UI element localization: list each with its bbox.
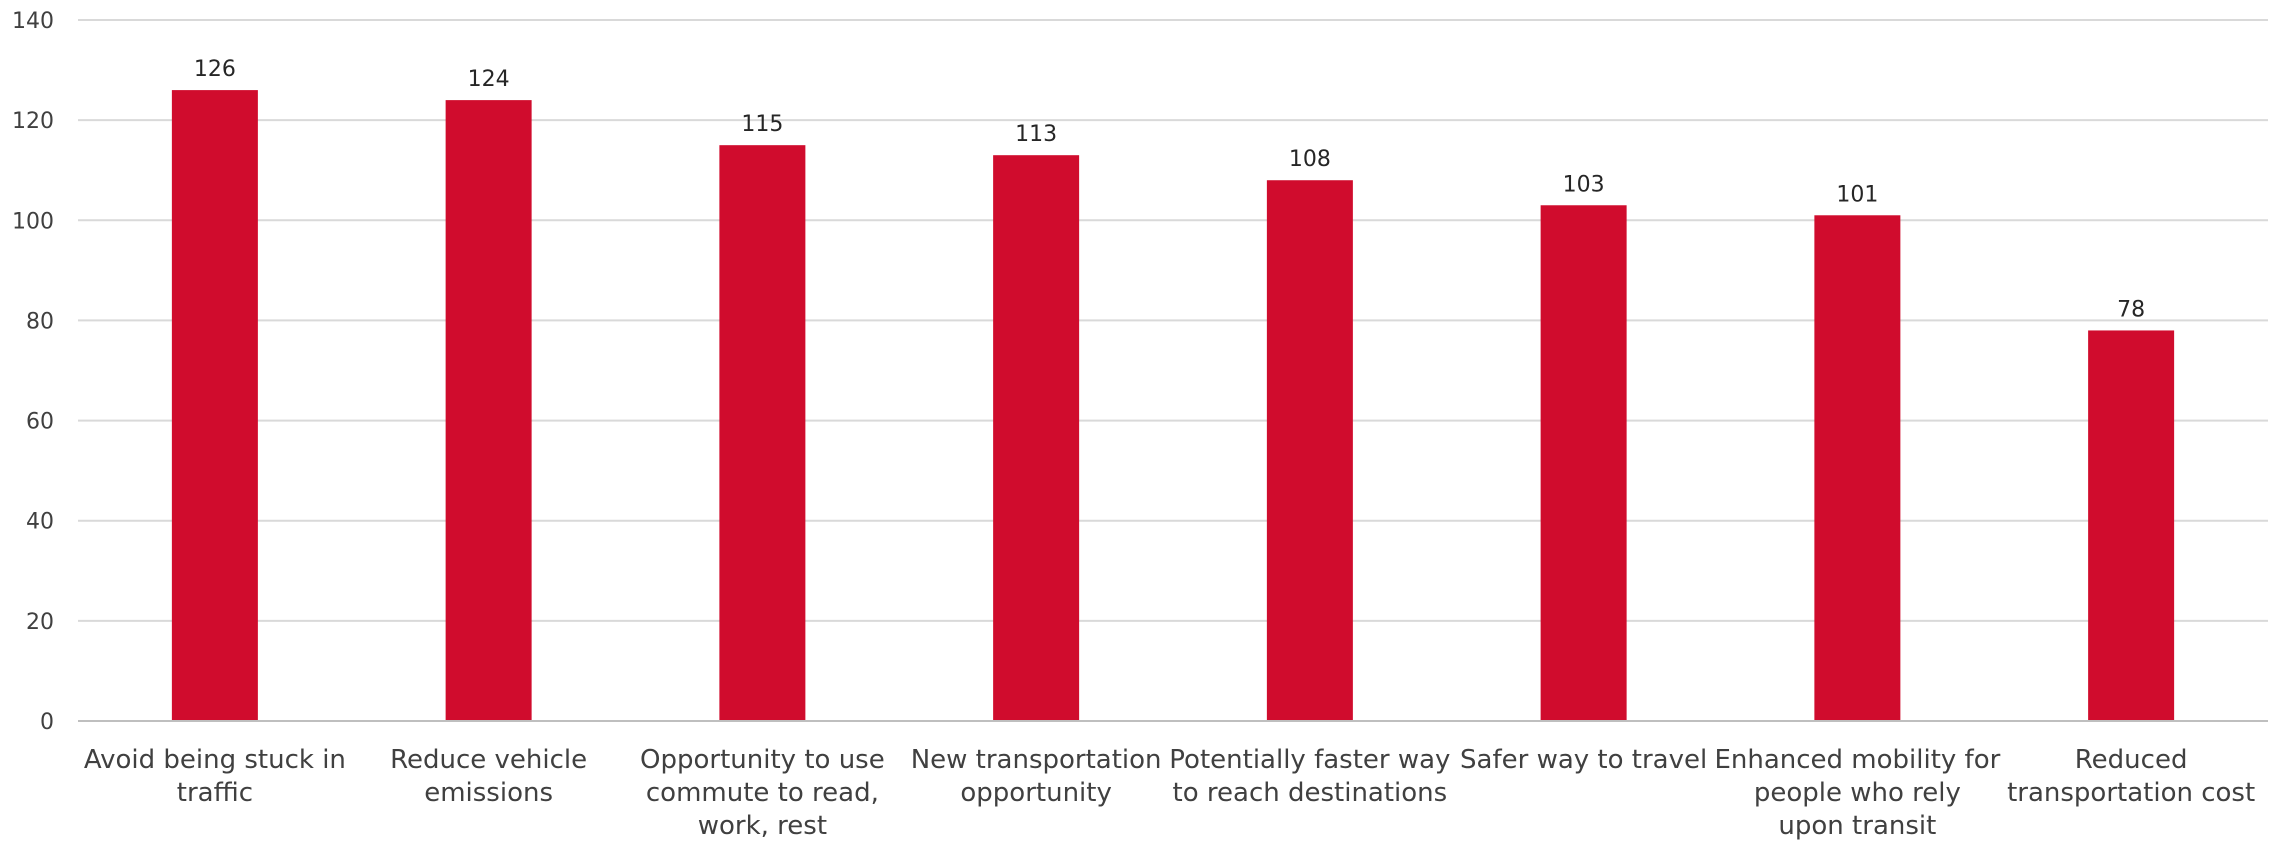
y-tick-label: 100: [12, 209, 54, 234]
category-label: commute to read,: [646, 778, 879, 808]
y-tick-label: 80: [26, 309, 54, 334]
category-label: work, rest: [698, 811, 827, 841]
category-label: New transportation: [911, 745, 1162, 775]
data-label: 124: [468, 67, 510, 92]
bar: [2088, 330, 2175, 721]
category-label: Opportunity to use: [640, 745, 885, 775]
category-label: people who rely: [1754, 778, 1961, 808]
bar: [1266, 180, 1353, 721]
y-tick-label: 60: [26, 410, 54, 435]
category-label: traffic: [177, 778, 253, 808]
category-label: Reduce vehicle: [390, 745, 587, 775]
category-label: upon transit: [1778, 811, 1936, 841]
category-label: opportunity: [960, 778, 1111, 808]
bar: [719, 145, 806, 721]
bar: [1540, 205, 1627, 721]
data-label: 115: [741, 112, 783, 137]
data-label: 113: [1015, 122, 1057, 147]
bar: [171, 90, 258, 722]
y-tick-label: 120: [12, 109, 54, 134]
bars: [171, 90, 2175, 722]
gridlines: [78, 19, 2268, 622]
bar: [1814, 215, 1901, 721]
category-label: Reduced: [2075, 745, 2188, 775]
data-label: 103: [1563, 172, 1605, 197]
data-labels: 126 124 115 113 108 103 101 78: [194, 57, 2145, 322]
bar: [445, 100, 532, 722]
y-tick-label: 20: [26, 610, 54, 635]
data-label: 126: [194, 57, 236, 82]
bar: [993, 155, 1080, 721]
data-label: 101: [1836, 182, 1878, 207]
y-tick-label: 0: [40, 710, 54, 735]
data-label: 78: [2117, 297, 2145, 322]
category-label: Avoid being stuck in: [84, 745, 346, 775]
category-label: Potentially faster way: [1169, 745, 1450, 775]
y-tick-label: 40: [26, 510, 54, 535]
category-label: emissions: [424, 778, 553, 808]
category-label: to reach destinations: [1173, 778, 1448, 808]
data-label: 108: [1289, 147, 1331, 172]
y-axis-tick-labels: 0 20 40 60 80 100 120 140: [12, 9, 54, 735]
category-label: transportation cost: [2007, 778, 2255, 808]
y-tick-label: 140: [12, 9, 54, 34]
category-label: Enhanced mobility for: [1714, 745, 2000, 775]
category-label: Safer way to travel: [1460, 745, 1707, 775]
